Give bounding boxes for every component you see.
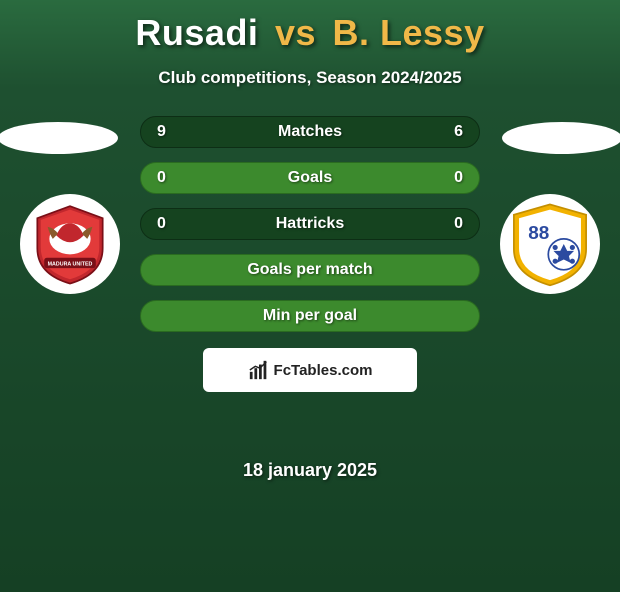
- brand-box: FcTables.com: [203, 348, 417, 392]
- comparison-stage: 9 Matches 6 0 Goals 0 0 Hattricks 0 Goal…: [0, 116, 620, 396]
- hattricks-right: 0: [423, 215, 463, 233]
- brand-text: FcTables.com: [274, 362, 373, 379]
- page-title: Rusadi vs B. Lessy: [0, 12, 620, 54]
- matches-left: 9: [157, 123, 197, 141]
- gpm-label: Goals per match: [197, 261, 423, 279]
- subtitle: Club competitions, Season 2024/2025: [0, 68, 620, 88]
- mpg-label: Min per goal: [197, 307, 423, 325]
- svg-text:MADURA UNITED: MADURA UNITED: [48, 262, 93, 268]
- team-logo-left: MADURA UNITED: [20, 194, 120, 294]
- chart-icon: [248, 359, 270, 381]
- hattricks-label: Hattricks: [197, 215, 423, 233]
- hattricks-left: 0: [157, 215, 197, 233]
- player2-silhouette: [502, 122, 620, 154]
- player2-name: B. Lessy: [333, 12, 485, 53]
- player1-silhouette: [0, 122, 118, 154]
- stat-rows: 9 Matches 6 0 Goals 0 0 Hattricks 0 Goal…: [140, 116, 480, 346]
- goals-left: 0: [157, 169, 197, 187]
- goals-right: 0: [423, 169, 463, 187]
- madura-crest-icon: MADURA UNITED: [27, 201, 113, 287]
- stat-row-mpg: Min per goal: [140, 300, 480, 332]
- date-line: 18 january 2025: [0, 460, 620, 481]
- team-logo-right: 88: [500, 194, 600, 294]
- stat-row-goals: 0 Goals 0: [140, 162, 480, 194]
- barito-crest-icon: 88: [507, 201, 593, 287]
- matches-right: 6: [423, 123, 463, 141]
- stat-row-matches: 9 Matches 6: [140, 116, 480, 148]
- stat-row-gpm: Goals per match: [140, 254, 480, 286]
- svg-text:88: 88: [528, 223, 549, 244]
- vs-label: vs: [275, 12, 316, 53]
- matches-label: Matches: [197, 123, 423, 141]
- stat-row-hattricks: 0 Hattricks 0: [140, 208, 480, 240]
- player1-name: Rusadi: [135, 12, 258, 53]
- goals-label: Goals: [197, 169, 423, 187]
